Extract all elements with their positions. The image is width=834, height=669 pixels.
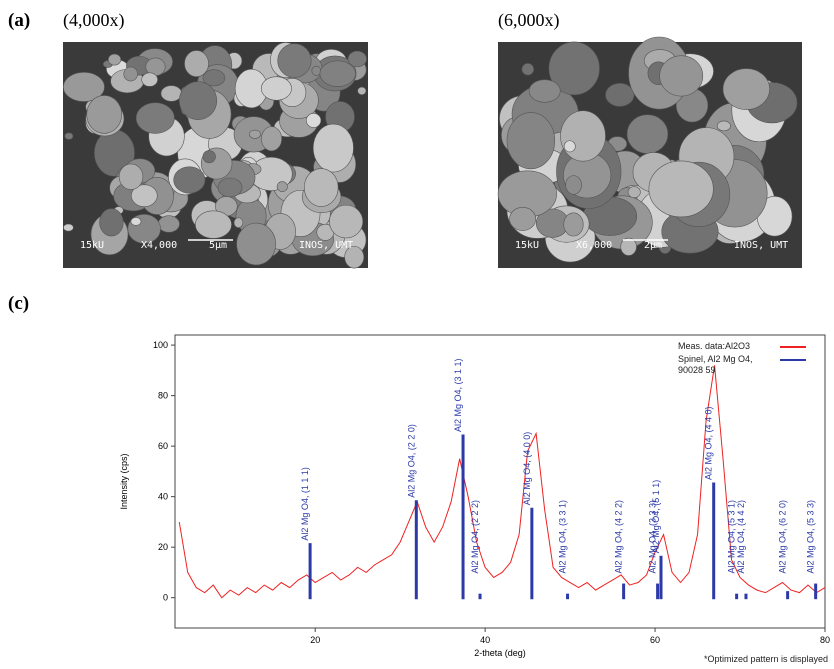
- peak-label: Al2 Mg O4, (4 2 2): [614, 500, 624, 574]
- particle: [136, 103, 174, 134]
- sem-overlay-text: 5µm: [209, 240, 227, 251]
- particle: [566, 176, 582, 195]
- particle: [261, 77, 291, 101]
- particle: [195, 211, 231, 239]
- peak-label: Al2 Mg O4, (4 4 2): [736, 500, 746, 574]
- footnote: *Optimized pattern is displayed: [704, 654, 828, 664]
- x-axis-label: 2-theta (deg): [474, 648, 526, 658]
- panel-label: (a): [8, 10, 30, 31]
- particle: [65, 133, 73, 140]
- particle: [312, 66, 321, 75]
- peak-label: Al2 Mg O4, (3 3 3): [648, 500, 658, 574]
- particle: [564, 141, 575, 152]
- particle: [174, 167, 205, 193]
- particle: [522, 63, 534, 75]
- peak-label: Al2 Mg O4, (4 4 0): [704, 406, 714, 480]
- legend-swatch: [780, 359, 806, 361]
- sem-overlay-text: 2µm: [644, 240, 662, 251]
- particle: [87, 95, 122, 133]
- sem-overlay-text: X4,000: [141, 240, 177, 251]
- sem-overlay-text: INOS, UMT: [734, 240, 788, 251]
- x-tick-label: 60: [650, 635, 660, 645]
- sem-overlay-text: 15kU: [80, 240, 104, 251]
- figure: (a) (c) (4,000x) (6,000x) 15kU X4,000 5µm I…: [0, 0, 834, 669]
- y-tick-label: 80: [158, 391, 168, 401]
- legend-text: Meas. data:Al2O3: [678, 341, 750, 351]
- peak-label: Al2 Mg O4, (2 2 0): [406, 424, 416, 498]
- y-tick-label: 60: [158, 441, 168, 451]
- particle: [320, 61, 356, 87]
- x-tick-label: 40: [480, 635, 490, 645]
- peak-label: Al2 Mg O4, (3 1 1): [453, 359, 463, 433]
- particle: [510, 207, 536, 230]
- particle: [628, 187, 640, 198]
- particle: [249, 130, 260, 138]
- particle: [306, 113, 321, 127]
- particle: [313, 124, 353, 172]
- particle: [203, 151, 216, 163]
- particle: [329, 205, 362, 238]
- peak-label: Al2 Mg O4, (1 1 1): [300, 467, 310, 541]
- particle: [606, 83, 635, 106]
- particle: [234, 218, 243, 228]
- particle: [717, 121, 730, 131]
- legend: Meas. data:Al2O3 Spinel, Al2 Mg O4, 9002…: [678, 341, 810, 378]
- particle: [184, 50, 208, 76]
- sem-overlay-text: X6,000: [576, 240, 612, 251]
- particle: [161, 86, 182, 102]
- y-axis-label: Intensity (cps): [119, 453, 129, 509]
- particle: [649, 161, 713, 217]
- particle: [63, 224, 73, 231]
- particle: [627, 115, 668, 154]
- particle: [304, 169, 338, 207]
- particle: [507, 113, 555, 169]
- magnification-label: (6,000x): [498, 10, 560, 31]
- peak-label: Al2 Mg O4, (4 0 0): [522, 432, 532, 506]
- sem-image: 15kU X4,000 5µm INOS, UMT: [63, 42, 368, 268]
- particle: [158, 216, 179, 233]
- sem-overlay-text: 15kU: [515, 240, 539, 251]
- particle: [218, 178, 242, 197]
- peak-label: Al2 Mg O4, (5 3 3): [806, 500, 816, 574]
- particle: [561, 111, 606, 161]
- magnification-label: (4,000x): [63, 10, 125, 31]
- x-tick-label: 80: [820, 635, 830, 645]
- legend-entry: Spinel, Al2 Mg O4, 90028 59: [678, 354, 810, 376]
- peak-label: Al2 Mg O4, (6 2 0): [778, 500, 788, 574]
- particle: [237, 223, 276, 265]
- particle: [660, 56, 703, 96]
- particle: [142, 73, 158, 87]
- particle: [529, 80, 560, 103]
- particle: [100, 209, 124, 236]
- y-tick-label: 100: [153, 340, 168, 350]
- particle: [179, 82, 216, 120]
- x-tick-label: 20: [310, 635, 320, 645]
- particle: [119, 164, 143, 190]
- particle: [108, 54, 121, 65]
- peak-label: Al2 Mg O4, (3 3 1): [558, 500, 568, 574]
- particle: [277, 182, 287, 192]
- legend-entry: Meas. data:Al2O3: [678, 341, 810, 352]
- sem-image: 15kU X6,000 2µm INOS, UMT: [498, 37, 802, 268]
- peak-label: Al2 Mg O4, (2 2 2): [470, 500, 480, 574]
- particle: [131, 217, 141, 225]
- particle: [723, 69, 770, 110]
- legend-swatch: [780, 346, 806, 348]
- y-tick-label: 20: [158, 542, 168, 552]
- legend-text: Spinel, Al2 Mg O4, 90028 59: [678, 354, 753, 375]
- particle: [348, 51, 366, 67]
- figure-canvas: (a) (c) (4,000x) (6,000x) 15kU X4,000 5µm I…: [0, 0, 834, 669]
- particle: [358, 87, 366, 95]
- particle: [124, 67, 138, 81]
- plot-frame: [175, 335, 825, 628]
- y-tick-label: 40: [158, 492, 168, 502]
- particle: [278, 44, 311, 78]
- particle: [564, 213, 584, 236]
- y-tick-label: 0: [163, 593, 168, 603]
- panel-label: (c): [8, 293, 29, 314]
- particle: [261, 127, 281, 151]
- sem-overlay-text: INOS, UMT: [299, 240, 353, 251]
